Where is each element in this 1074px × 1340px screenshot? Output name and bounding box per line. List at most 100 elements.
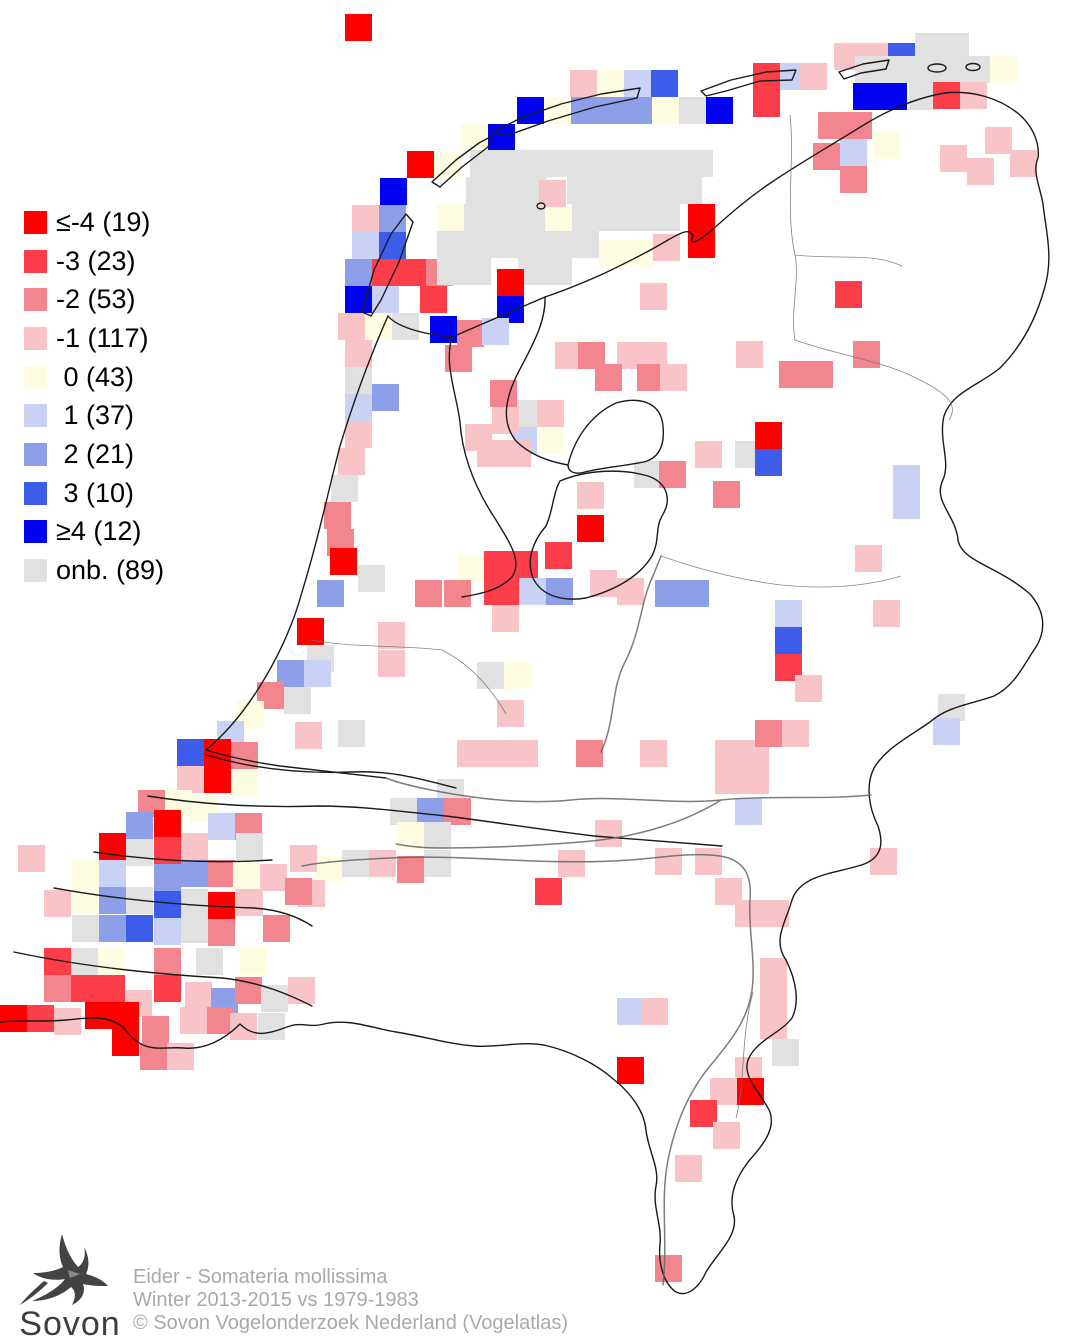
grid-cell [378,622,405,649]
grid-cell [263,915,290,942]
grid-cell [713,1122,740,1149]
legend-item: -2 (53) [24,280,164,319]
grid-cell [140,1043,167,1070]
grid-cell [572,231,599,258]
legend-swatch-icon [24,365,47,389]
grid-cell [617,998,644,1025]
grid-cell [420,286,447,313]
grid-cell [648,177,675,204]
grid-cell [936,56,963,83]
grid-cell [659,461,686,488]
grid-cell [44,890,71,917]
grid-cell [491,204,518,231]
grid-cell [236,833,263,860]
sovon-wordmark: Sovon [19,1305,121,1340]
grid-cell [625,97,652,124]
grid-cell [715,740,742,767]
species-title: Eider - Somateria mollissima [133,1266,388,1288]
grid-cell [444,580,471,607]
grid-cell [208,813,235,840]
grid-cell [352,232,379,259]
grid-cell [430,316,457,343]
grid-cell [434,151,461,178]
grid-cell [379,232,406,259]
grid-cell [154,891,181,918]
legend-item: 0 (43) [24,358,164,397]
grid-cell [492,605,519,632]
grid-cell [458,555,485,582]
grid-cell [465,424,492,451]
grid-cell [295,722,322,749]
grid-cell [762,900,789,927]
grid-cell [755,720,782,747]
grid-cell [372,286,399,313]
grid-cell [345,286,372,313]
grid-cell [655,848,682,875]
legend-label: 1 (37) [56,400,135,431]
grid-cell [942,33,969,60]
grid-cell [399,259,426,286]
legend-label: -2 (53) [56,284,136,315]
grid-cell [493,177,520,204]
legend-label: ≥4 (12) [56,516,142,547]
grid-cell [742,767,769,794]
grid-cell [464,231,491,258]
grid-cell [640,740,667,767]
grid-cell [112,1002,139,1029]
grid-cell [181,860,208,887]
grid-cell [518,231,545,258]
grid-cell [651,70,678,97]
legend-swatch-icon [24,249,47,273]
grid-cell [338,448,365,475]
grid-cell [71,948,98,975]
grid-cell [488,124,515,151]
grid-cell [599,240,626,267]
grid-cell [417,798,444,825]
grid-cell [492,407,519,434]
grid-cell [345,340,372,367]
grid-cell [594,177,621,204]
grid-cell [372,384,399,411]
grid-cell [304,660,331,687]
grid-cell [909,83,936,110]
grid-cell [760,958,787,985]
grid-cell [99,887,126,914]
grid-cell [855,56,882,83]
legend-label: onb. (89) [56,555,165,586]
grid-cell [345,421,372,448]
grid-cell [497,269,524,296]
grid-cell [504,440,531,467]
grid-cell [85,1002,112,1029]
grid-cell [457,320,484,347]
grid-cell [54,1008,81,1035]
grid-cell [470,150,497,177]
grid-cell [655,1255,682,1282]
grid-cell [261,985,288,1012]
grid-cell [112,1029,139,1056]
legend-swatch-icon [24,520,47,544]
grid-cell [880,83,907,110]
legend: ≤-4 (19) -3 (23) -2 (53) -1 (117) 0 (43) 1 … [24,203,164,590]
legend-swatch-icon [24,210,47,234]
grid-cell [142,1016,169,1043]
grid-cell [285,878,312,905]
grid-cell [882,56,909,83]
grid-cell [675,177,702,204]
grid-cell [44,948,71,975]
grid-cell [775,627,802,654]
grid-cell [537,427,564,454]
grid-cell [960,82,987,109]
grid-cell [617,578,644,605]
grid-cell [985,127,1012,154]
grid-cell [345,394,372,421]
grid-cell [597,70,624,97]
grid-cell [840,166,867,193]
grid-cell [504,662,531,689]
grid-cell [578,150,605,177]
grid-cell [909,56,936,83]
grid-cell [44,975,71,1002]
grid-cell [990,56,1017,83]
legend-item: ≤-4 (19) [24,203,164,242]
grid-cell [652,97,679,124]
grid-cell [464,204,491,231]
